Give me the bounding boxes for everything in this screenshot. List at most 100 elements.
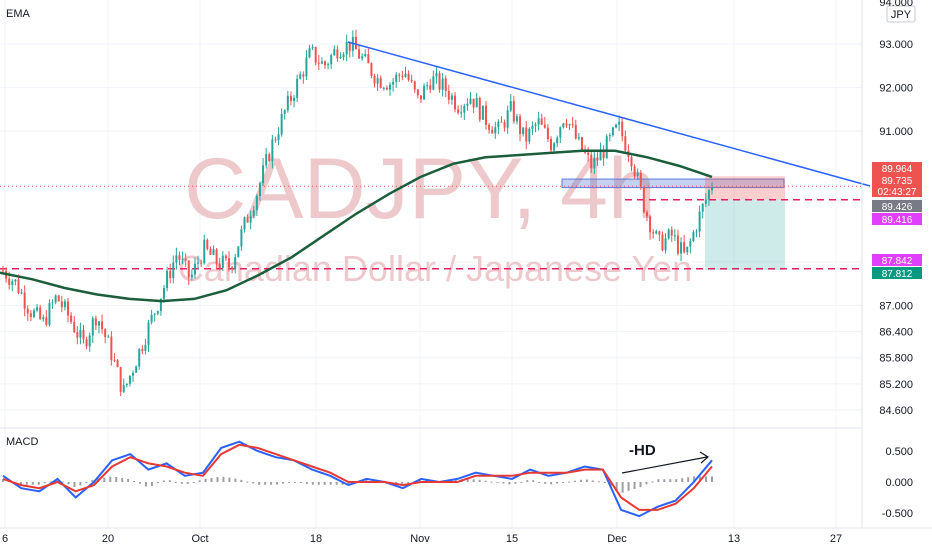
candle-body — [395, 74, 398, 82]
candle-body — [289, 95, 292, 101]
candle-body — [602, 150, 605, 159]
candle-body — [642, 187, 645, 213]
macd-hist-bar — [323, 482, 326, 485]
candle-body — [444, 78, 447, 91]
candle-body — [692, 232, 695, 242]
candle-body — [305, 57, 308, 77]
candle-body — [234, 257, 237, 270]
candle-body — [550, 139, 553, 151]
candle-body — [42, 317, 45, 320]
macd-hist-bar — [252, 482, 255, 484]
candle-body — [673, 235, 676, 237]
candles — [2, 29, 713, 397]
macd-hist-bar — [311, 482, 314, 485]
time-tick-label: 20 — [102, 533, 114, 545]
resistance-zone[interactable] — [561, 178, 785, 189]
candle-body — [29, 313, 32, 317]
candle-body — [416, 89, 419, 96]
time-tick-label: 27 — [830, 533, 842, 545]
candle-body — [231, 267, 234, 270]
candle-body — [2, 270, 4, 272]
macd-hist-bar — [675, 479, 678, 482]
candle-body — [562, 123, 565, 128]
candle-body — [373, 75, 376, 84]
price-tag — [872, 162, 922, 174]
candle-body — [228, 258, 231, 268]
candle-body — [413, 81, 416, 90]
macd-hist-bar — [258, 482, 261, 485]
macd-hist-bar — [663, 479, 666, 482]
candle-body — [676, 235, 679, 254]
macd-hist-bar — [61, 481, 64, 483]
candle-body — [125, 383, 128, 386]
candle-body — [48, 302, 51, 325]
price-tag — [872, 185, 922, 197]
macd-hist-bar — [573, 480, 576, 482]
candle-body — [630, 156, 633, 167]
price-tag — [872, 213, 922, 225]
candle-body — [132, 372, 135, 376]
candle-body — [14, 279, 17, 282]
candle-body — [472, 98, 475, 108]
candle-body — [624, 136, 627, 151]
macd-hist-bar — [73, 482, 76, 488]
macd-hist-bar — [401, 482, 404, 485]
candle-body — [336, 49, 339, 59]
candle-body — [128, 375, 131, 384]
macd-hist-bar — [579, 479, 582, 482]
candle-body — [404, 73, 407, 77]
macd-hist-bar — [395, 482, 398, 484]
candle-body — [224, 255, 227, 259]
candle-body — [407, 73, 410, 80]
currency-badge[interactable] — [886, 5, 916, 23]
macd-hist-bar — [609, 482, 612, 487]
candle-body — [469, 98, 472, 104]
macd-hist-bar — [341, 482, 344, 485]
macd-hist-bar — [91, 479, 94, 482]
candle-body — [401, 75, 404, 77]
trendline[interactable] — [347, 41, 871, 187]
macd-hist-bar — [133, 480, 136, 482]
candle-body — [57, 295, 60, 302]
take-profit-zone[interactable] — [705, 199, 785, 271]
candle-body — [481, 105, 484, 120]
macd-hist-bar — [144, 482, 147, 487]
time-tick-label: Nov — [410, 533, 430, 545]
candle-body — [515, 116, 518, 122]
time-axis-ticks: 6 20 Oct 18 Nov 15 Dec 13 27 — [2, 533, 842, 545]
candle-body — [212, 249, 215, 255]
price-tick-label: 93.000 — [879, 39, 913, 51]
price-tag-label: 89.964 — [882, 164, 913, 175]
candle-body — [367, 53, 370, 64]
candle-body — [60, 301, 63, 308]
candle-body — [45, 317, 48, 325]
candle-body — [286, 95, 289, 111]
macd-hist-bar — [466, 479, 469, 482]
macd-hist-bar — [317, 482, 320, 485]
candle-body — [135, 366, 138, 373]
candle-body — [432, 76, 435, 90]
candle-body — [398, 74, 401, 76]
candle-body — [159, 298, 162, 312]
candle-body — [317, 62, 320, 64]
candle-body — [389, 84, 392, 90]
candle-body — [17, 279, 20, 293]
candle-body — [237, 246, 240, 258]
candle-body — [435, 73, 438, 77]
candle-body — [11, 281, 14, 285]
candle-body — [153, 313, 156, 315]
candle-body — [265, 154, 268, 166]
candle-body — [271, 139, 274, 161]
stop-loss-zone[interactable] — [705, 176, 785, 200]
candle-body — [645, 212, 648, 217]
candle-body — [661, 234, 664, 251]
macd-hist-bar — [85, 482, 88, 483]
candle-body — [639, 172, 642, 188]
candle-body — [169, 270, 172, 279]
macd-hist-bar — [681, 478, 684, 482]
candle-body — [531, 125, 534, 129]
macd-hist-bar — [520, 481, 523, 483]
candle-body — [454, 95, 457, 110]
candle-body — [683, 242, 686, 253]
